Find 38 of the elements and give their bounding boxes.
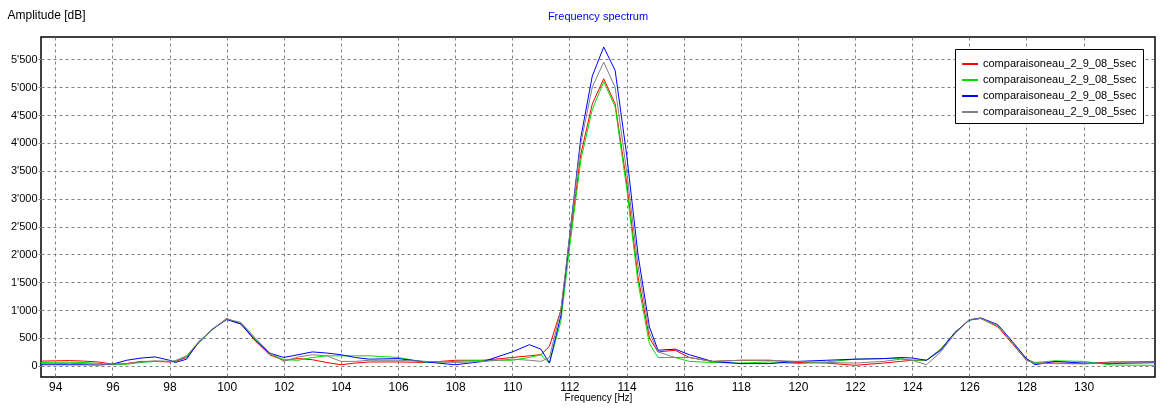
y-tick-label: 1'500	[10, 275, 38, 288]
y-tick-label: 3'000	[10, 192, 38, 205]
x-tick-label: 118	[731, 379, 752, 394]
x-tick-label: 102	[274, 379, 295, 394]
x-tick-label: 100	[217, 379, 238, 394]
y-tick-label: 5'500	[10, 52, 38, 65]
x-tick-label: 128	[1016, 379, 1038, 394]
x-tick-label: 124	[902, 379, 924, 394]
x-tick-label: 108	[445, 379, 467, 394]
x-tick-label: 98	[163, 379, 178, 394]
y-tick-label: 2'500	[10, 220, 38, 233]
x-tick-label: 110	[503, 379, 523, 394]
y-tick-label: 4'500	[10, 108, 38, 121]
x-axis-title: Frequency [Hz]	[564, 391, 633, 403]
y-tick-label: 4'000	[10, 136, 38, 149]
y-tick-label: 500	[19, 331, 38, 344]
y-tick-label: 0	[31, 359, 38, 372]
legend-label: comparaisoneau_2_9_08_5sec	[983, 105, 1138, 117]
legend-label: comparaisoneau_2_9_08_5sec	[983, 89, 1138, 101]
x-tick-label: 114	[617, 379, 637, 394]
y-tick-label: 3'500	[10, 164, 38, 177]
x-tick-label: 96	[106, 379, 120, 394]
x-tick-label: 122	[845, 379, 866, 394]
x-tick-label: 112	[560, 379, 580, 394]
x-tick-label: 130	[1074, 379, 1095, 394]
x-tick-label: 126	[959, 379, 981, 394]
y-axis-title: Amplitude [dB]	[7, 7, 86, 22]
x-tick-label: 116	[674, 379, 695, 394]
y-tick-label: 2'000	[10, 247, 38, 260]
x-tick-label: 106	[388, 379, 409, 394]
x-tick-label: 104	[331, 379, 352, 394]
y-tick-label: 5'000	[10, 80, 38, 93]
y-tick-label: 1'000	[10, 303, 38, 316]
chart-title: Frequency spectrum	[547, 10, 649, 22]
legend-label: comparaisoneau_2_9_08_5sec	[983, 57, 1138, 69]
x-tick-label: 120	[788, 379, 809, 394]
x-tick-label: 94	[49, 379, 63, 394]
legend-label: comparaisoneau_2_9_08_5sec	[983, 73, 1138, 85]
